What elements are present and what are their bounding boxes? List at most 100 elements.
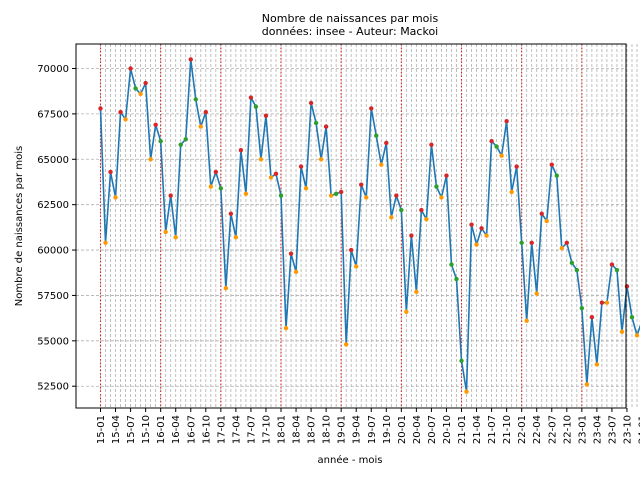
data-point [168, 193, 173, 198]
data-point [213, 169, 219, 175]
x-tick-label: 17-04 [231, 415, 242, 444]
data-point [379, 162, 384, 167]
data-point [323, 124, 329, 129]
data-point [303, 186, 309, 191]
data-point [489, 138, 494, 144]
y-tick-label: 57500 [37, 291, 69, 302]
x-tick-label: 19-10 [382, 415, 393, 444]
data-point [529, 240, 534, 245]
data-point [369, 106, 374, 111]
data-point [439, 195, 444, 200]
data-point [599, 300, 605, 305]
data-point [203, 109, 208, 115]
x-tick-label: 20-10 [442, 415, 453, 444]
data-point [394, 193, 399, 198]
data-point [559, 246, 564, 251]
data-point [509, 189, 514, 195]
data-point [238, 148, 244, 153]
data-point [614, 267, 620, 273]
data-point [273, 171, 279, 177]
x-tick-label: 15-04 [111, 415, 122, 444]
data-point [499, 153, 504, 158]
x-tick-label: 18-10 [322, 415, 333, 444]
data-point [364, 195, 369, 200]
data-point [494, 144, 499, 149]
data-point [484, 233, 489, 238]
data-point [288, 251, 294, 256]
x-tick-label: 23-07 [607, 415, 618, 444]
data-point [374, 133, 379, 138]
data-point [574, 267, 580, 273]
data-point [283, 325, 289, 331]
data-point [328, 193, 334, 198]
x-tick-label: 18-01 [277, 415, 288, 444]
data-point [579, 305, 585, 311]
data-point [223, 285, 229, 291]
data-point [333, 191, 339, 196]
x-tick-label: 18-07 [307, 415, 318, 444]
x-axis-label: année - mois [318, 454, 383, 466]
data-point [594, 362, 600, 367]
y-tick-label: 70000 [37, 64, 69, 75]
x-tick-label: 23-01 [577, 415, 588, 444]
x-tick-label: 24-01 [638, 415, 640, 444]
x-tick-label: 23-04 [592, 415, 603, 444]
data-point [524, 318, 529, 324]
data-point [193, 97, 198, 102]
data-point [464, 389, 469, 394]
data-point [113, 195, 118, 200]
x-tick-label: 20-07 [427, 415, 438, 444]
x-tick-label: 16-01 [156, 415, 167, 444]
x-tick-label: 21-04 [472, 415, 483, 444]
data-point [604, 300, 610, 305]
y-axis: 52500 55000 57500 60000 62500 65000 67500 70000 [37, 64, 76, 393]
data-point [449, 262, 454, 267]
x-axis: 15-01 15-04 15-07 15-10 16-01 16-04 16-07 16-10… [96, 408, 640, 444]
data-point [103, 240, 108, 245]
data-point [138, 91, 143, 97]
data-point [409, 233, 414, 238]
data-point [188, 57, 193, 62]
data-point [419, 207, 424, 213]
data-point [178, 142, 183, 147]
x-tick-label: 20-04 [412, 415, 423, 444]
data-point [479, 226, 484, 231]
x-tick-label: 22-10 [562, 415, 573, 444]
x-tick-label: 17-07 [246, 415, 257, 444]
data-point [469, 222, 474, 227]
data-point [539, 211, 544, 216]
x-tick-label: 21-07 [487, 415, 498, 444]
data-point [228, 211, 234, 216]
data-point [359, 182, 364, 187]
data-point [98, 106, 103, 111]
data-point [118, 109, 123, 115]
data-point [258, 157, 264, 162]
data-points [98, 57, 640, 394]
data-point [544, 218, 549, 224]
chart-title: Nombre de naissances par mois [262, 12, 439, 25]
y-tick-label: 55000 [37, 336, 69, 347]
data-point [454, 276, 459, 282]
data-point [444, 173, 449, 178]
data-point [634, 333, 640, 338]
data-point [349, 247, 354, 253]
data-point [318, 157, 324, 162]
data-point [343, 342, 349, 347]
data-point [504, 118, 509, 124]
x-tick-label: 15-10 [141, 415, 152, 444]
data-point [128, 66, 133, 71]
data-point [163, 229, 168, 235]
data-point [208, 184, 214, 189]
data-point [263, 113, 269, 118]
data-point [554, 173, 559, 178]
x-tick-label: 19-07 [367, 415, 378, 444]
data-point [123, 117, 128, 122]
data-point [589, 315, 595, 320]
x-tick-label: 22-07 [547, 415, 558, 444]
data-point [278, 193, 284, 198]
x-tick-label: 16-04 [171, 415, 182, 444]
data-point [414, 289, 419, 295]
data-point [338, 189, 344, 195]
x-tick-label: 19-04 [352, 415, 363, 444]
